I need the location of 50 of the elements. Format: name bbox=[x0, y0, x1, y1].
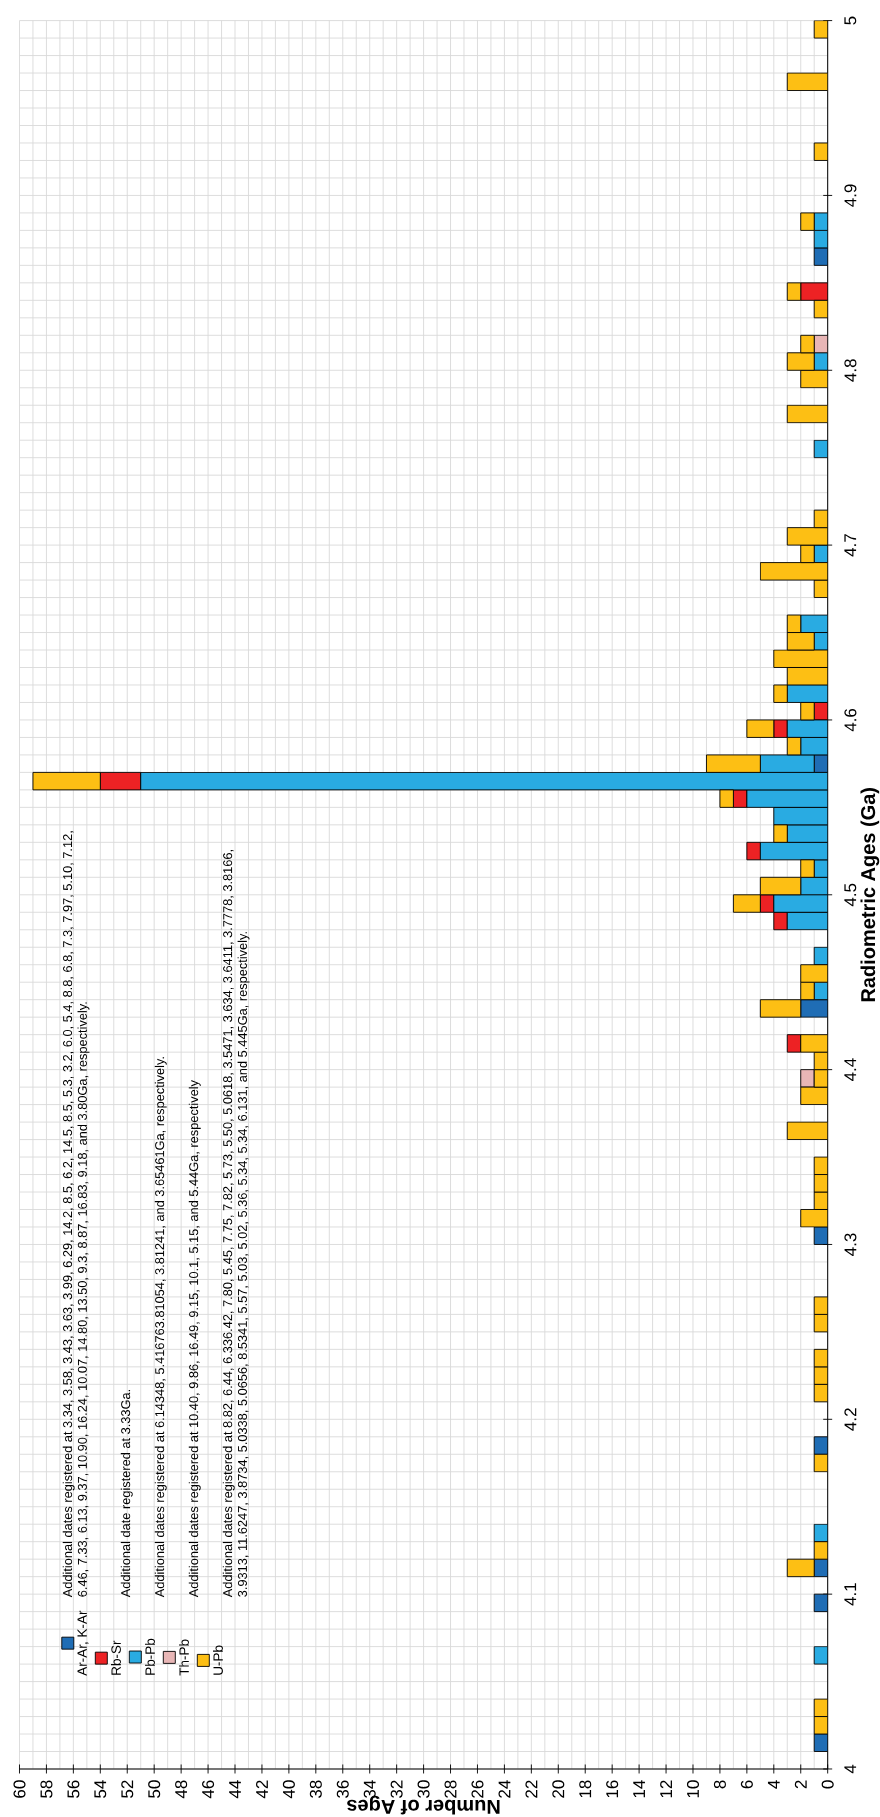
annotation: Additional date registered at 3.33Ga. bbox=[120, 1390, 133, 1598]
x-tick-label: 18 bbox=[579, 1780, 592, 1798]
x-tick-label: 50 bbox=[148, 1780, 161, 1798]
x-tick-label: 16 bbox=[606, 1780, 619, 1798]
y-tick-label: 4.8 bbox=[844, 359, 857, 382]
x-tick-label: 52 bbox=[121, 1780, 134, 1798]
x-tick-label: 2 bbox=[794, 1780, 807, 1789]
x-tick-label: 58 bbox=[40, 1780, 53, 1798]
legend-label: Ar-Ar, K-Ar bbox=[77, 1610, 89, 1676]
y-tick-label: 4 bbox=[844, 1764, 857, 1774]
x-tick-label: 24 bbox=[498, 1780, 511, 1798]
x-tick-label: 54 bbox=[94, 1780, 107, 1798]
y-tick-label: 4.9 bbox=[844, 184, 857, 207]
y-tick-label: 4.2 bbox=[844, 1408, 857, 1431]
x-tick-label: 38 bbox=[309, 1780, 322, 1798]
x-tick-label: 22 bbox=[525, 1780, 538, 1798]
y-tick-label: 4.5 bbox=[844, 883, 857, 907]
y-tick-label: 4.7 bbox=[844, 534, 857, 557]
legend-label: Pb-Pb bbox=[145, 1638, 155, 1675]
x-tick-label: 8 bbox=[713, 1780, 726, 1789]
legend-label: Th-Pb bbox=[179, 1639, 189, 1676]
annotation: Additional dates registered at 8.82, 6.44, 6.336.42, 7.80, 5.45, 7.75, 7.82, 5.73, 5.50, 5.0618, 3.5471, 3.634, 3.6411, 3.7778, 3.8166, 3.9313, 11.6247, 3.8734, 5.0338, 5.0656, 8.5341, 5.57, 5.03, 5.02, 5.36, 5.34, 5.34, 6.131, and 5.445Ga, respectively. bbox=[222, 850, 250, 1598]
y-tick-label: 5 bbox=[844, 16, 857, 25]
x-tick-label: 0 bbox=[821, 1780, 834, 1789]
legend-label: Rb-Sr bbox=[111, 1640, 121, 1675]
x-tick-label: 10 bbox=[686, 1780, 700, 1798]
y-tick-label: 4.1 bbox=[844, 1583, 857, 1606]
x-tick-label: 42 bbox=[256, 1780, 268, 1799]
x-tick-label: 44 bbox=[229, 1780, 241, 1799]
x-tick-label: 6 bbox=[740, 1780, 753, 1789]
y-tick-label: 4.6 bbox=[844, 708, 857, 732]
y-tick-label: 4.3 bbox=[844, 1233, 857, 1256]
legend-label: U-Pb bbox=[213, 1645, 223, 1675]
x-tick-label: 4 bbox=[767, 1780, 780, 1789]
annotation: Additional dates registered at 10.40, 9.86, 16.49, 9.15, 10.1, 5.15, and 5.44Ga, respectively bbox=[188, 1080, 201, 1598]
x-tick-label: 20 bbox=[552, 1780, 565, 1798]
x-tick-label: 60 bbox=[13, 1780, 26, 1798]
annotation: Additional dates registered at 6.14348, 5.416763.81054, 3.81241, and 3.65461Ga, respectively. bbox=[154, 1057, 167, 1598]
y-tick-label: 4.4 bbox=[844, 1058, 857, 1082]
x-tick-label: 46 bbox=[202, 1780, 215, 1799]
x-tick-label: 14 bbox=[633, 1780, 645, 1798]
x-tick-label: 12 bbox=[660, 1780, 672, 1798]
x-tick-label: 56 bbox=[67, 1780, 80, 1798]
x-tick-label: 40 bbox=[282, 1780, 295, 1799]
annotation: Additional dates registered at 3.34, 3.58, 3.43, 3.63, 3.99, 6.29, 14.2, 8.5, 6.2, 14.5, 8.5, 5.3, 3.2, 6.0, 5.4, 8.8, 6.8, 7.3, 7.97, 5.10, 7.12, 6.46, 7.33, 6.13, 9.37, 10.90, 16.24, 10.07, 14.80, 13.50, 9.3, 8.87, 16.83, 9.18, and 3.80Ga, respectively. bbox=[62, 831, 90, 1598]
x-tick-label: 30 bbox=[417, 1780, 430, 1798]
y-axis-title: Radiometric Ages (Ga) bbox=[860, 788, 880, 1002]
x-tick-label: 28 bbox=[444, 1780, 457, 1798]
x-tick-label: 48 bbox=[175, 1780, 188, 1799]
x-tick-label: 36 bbox=[336, 1780, 349, 1798]
